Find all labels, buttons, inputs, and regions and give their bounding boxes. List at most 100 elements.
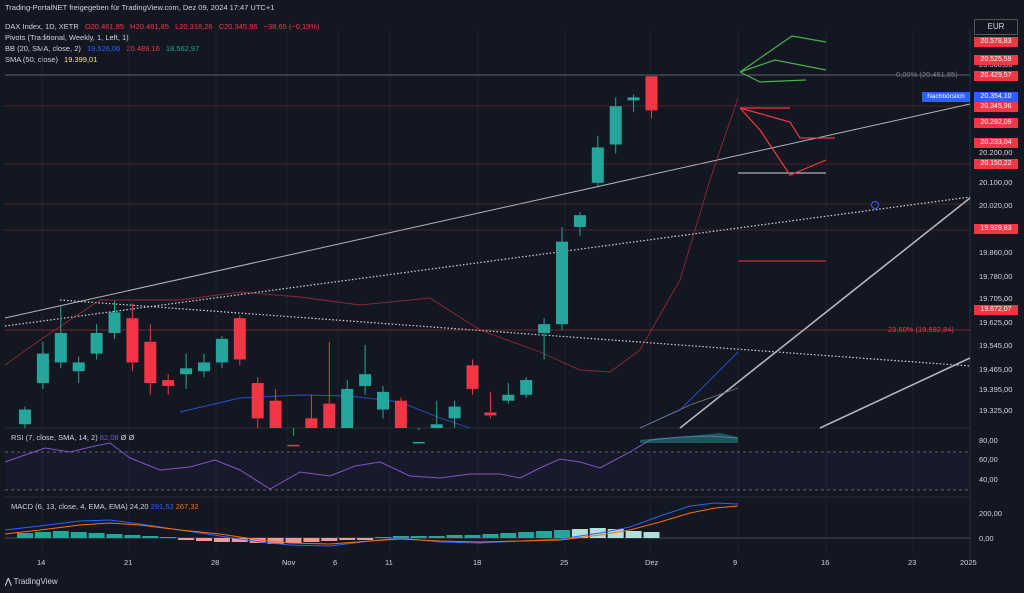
macd-hist-bar [607,529,624,538]
candle-body [72,362,85,372]
symbol-label[interactable]: DAX Index, 1D, XETR [5,22,79,31]
time-tick: 14 [37,558,46,567]
rsi-value: 82,08 [99,433,119,442]
time-tick: 11 [385,558,393,567]
ohlc-low: L20.318,26 [175,22,213,31]
macd-hist-bar [554,530,570,538]
trendline-channel-2 [819,357,971,429]
tv-logo-text: TradingView [13,577,58,586]
macd-tick-200: 200,00 [979,509,1002,518]
time-tick: 23 [908,558,917,567]
rsi-line [4,435,739,490]
candle-body [573,215,586,227]
time-tick: 18 [473,558,482,567]
macd-hist-bar [17,533,33,538]
candle-body [538,324,551,333]
macd-hist-bar [196,538,212,541]
macd-hist-bar [88,533,105,538]
macd-hist-bar [213,538,230,542]
macd-hist-bar [500,533,517,538]
price-tick: 19.325,00 [979,406,1013,415]
rsi-label[interactable]: RSI (7, close, SMA, 14, 2) [11,433,98,442]
candle-body [430,424,443,428]
ohlc-high: H20.461,85 [130,22,169,31]
macd-hist-bar [70,532,87,538]
sma-label[interactable]: SMA (50, close) [5,55,58,64]
candle-body [233,318,246,360]
candle-body [126,318,139,363]
rsi-tick-80: 80,00 [979,436,998,445]
candle-body [520,380,533,395]
macd-hist-bar [375,537,391,538]
price-tick: 19.545,00 [979,341,1013,351]
currency-selector[interactable]: EUR [974,19,1018,35]
rsi-ma-value: Ø [120,433,127,442]
macd-signal-line [4,505,739,545]
time-tick: 9 [733,558,738,567]
candle-body [484,412,497,416]
price-tick: 19.860,00 [979,248,1013,258]
price-tag: 20.345,96 [974,102,1018,112]
macd-hist-bar [536,531,553,538]
candle-body [198,362,210,372]
trendline-upper [4,103,971,319]
candle-body [394,400,407,428]
macd-hist-bar [392,536,409,538]
tv-logo-icon: ⋀ [5,577,12,586]
candle-body [144,341,157,384]
price-tag: 20.525,59 [974,55,1018,65]
macd-header: MACD (6, 13, close, 4, EMA, EMA) 24,20 2… [11,502,199,511]
macd-hist-bar [106,534,123,538]
price-tick: 20.200,00 [979,148,1013,158]
candle-body [269,400,282,428]
macd-hist-bar [321,538,338,541]
candle-body [162,380,175,386]
sma-line-plot [639,387,739,429]
time-tick: Dez [645,558,659,567]
rsi-header: RSI (7, close, SMA, 14, 2) 82,08 Ø Ø [11,433,134,442]
macd-hist-bar [142,536,159,538]
macd-tick-0: 0,00 [979,534,994,543]
candle-body [466,365,479,389]
price-tick: 19.780,00 [979,272,1013,282]
time-tick: 6 [333,558,338,567]
candle-body [556,241,568,325]
fib-0-label: 0,00% (20.461,85) [896,70,958,79]
macd-hist-value: 24,20 [129,502,149,511]
time-tick: Nov [282,558,296,567]
price-tag: 20.292,09 [974,118,1018,128]
candle-body [54,332,67,363]
candle-body [627,97,640,101]
alert-marker [871,201,879,209]
bb-basis-value: 19.526,06 [86,44,121,53]
macd-hist-bar [518,532,535,538]
bb-upper-value: 20.489,16 [126,44,160,53]
pivots-label[interactable]: Pivots (Traditional, Weekly, 1, Left, 1) [5,33,129,42]
fib-236-label: 23,60% (19.592,84) [888,325,954,334]
trendline-dotted-rising [4,196,971,327]
macd-hist-bar [160,537,177,538]
candle-body [341,388,354,428]
macd-hist-bar [339,538,356,540]
bb-label[interactable]: BB (20, SMA, close, 2) [5,44,81,53]
candle-body [502,394,515,401]
macd-hist-bar [410,536,427,538]
rsi-overbought-fill [640,433,738,443]
candle-body [305,418,318,428]
candle-body [448,406,461,419]
candle-body [412,441,425,444]
ohlc-close: C20.345,96 [218,22,258,31]
price-tick: 20.100,00 [979,177,1013,187]
bb-upper-band [4,97,739,373]
rsi-extra-value: Ø [128,433,135,442]
bb-line: BB (20, SMA, close, 2) 19.526,06 20.489,… [5,44,203,54]
macd-hist-bar [428,536,445,538]
macd-hist-bar [285,538,302,543]
candle-body [36,353,49,384]
macd-label[interactable]: MACD (6, 13, close, 4, EMA, EMA) [11,502,128,511]
macd-hist-bar [625,531,642,538]
macd-hist-bar [571,529,588,538]
tradingview-logo[interactable]: ⋀ TradingView [5,577,58,586]
